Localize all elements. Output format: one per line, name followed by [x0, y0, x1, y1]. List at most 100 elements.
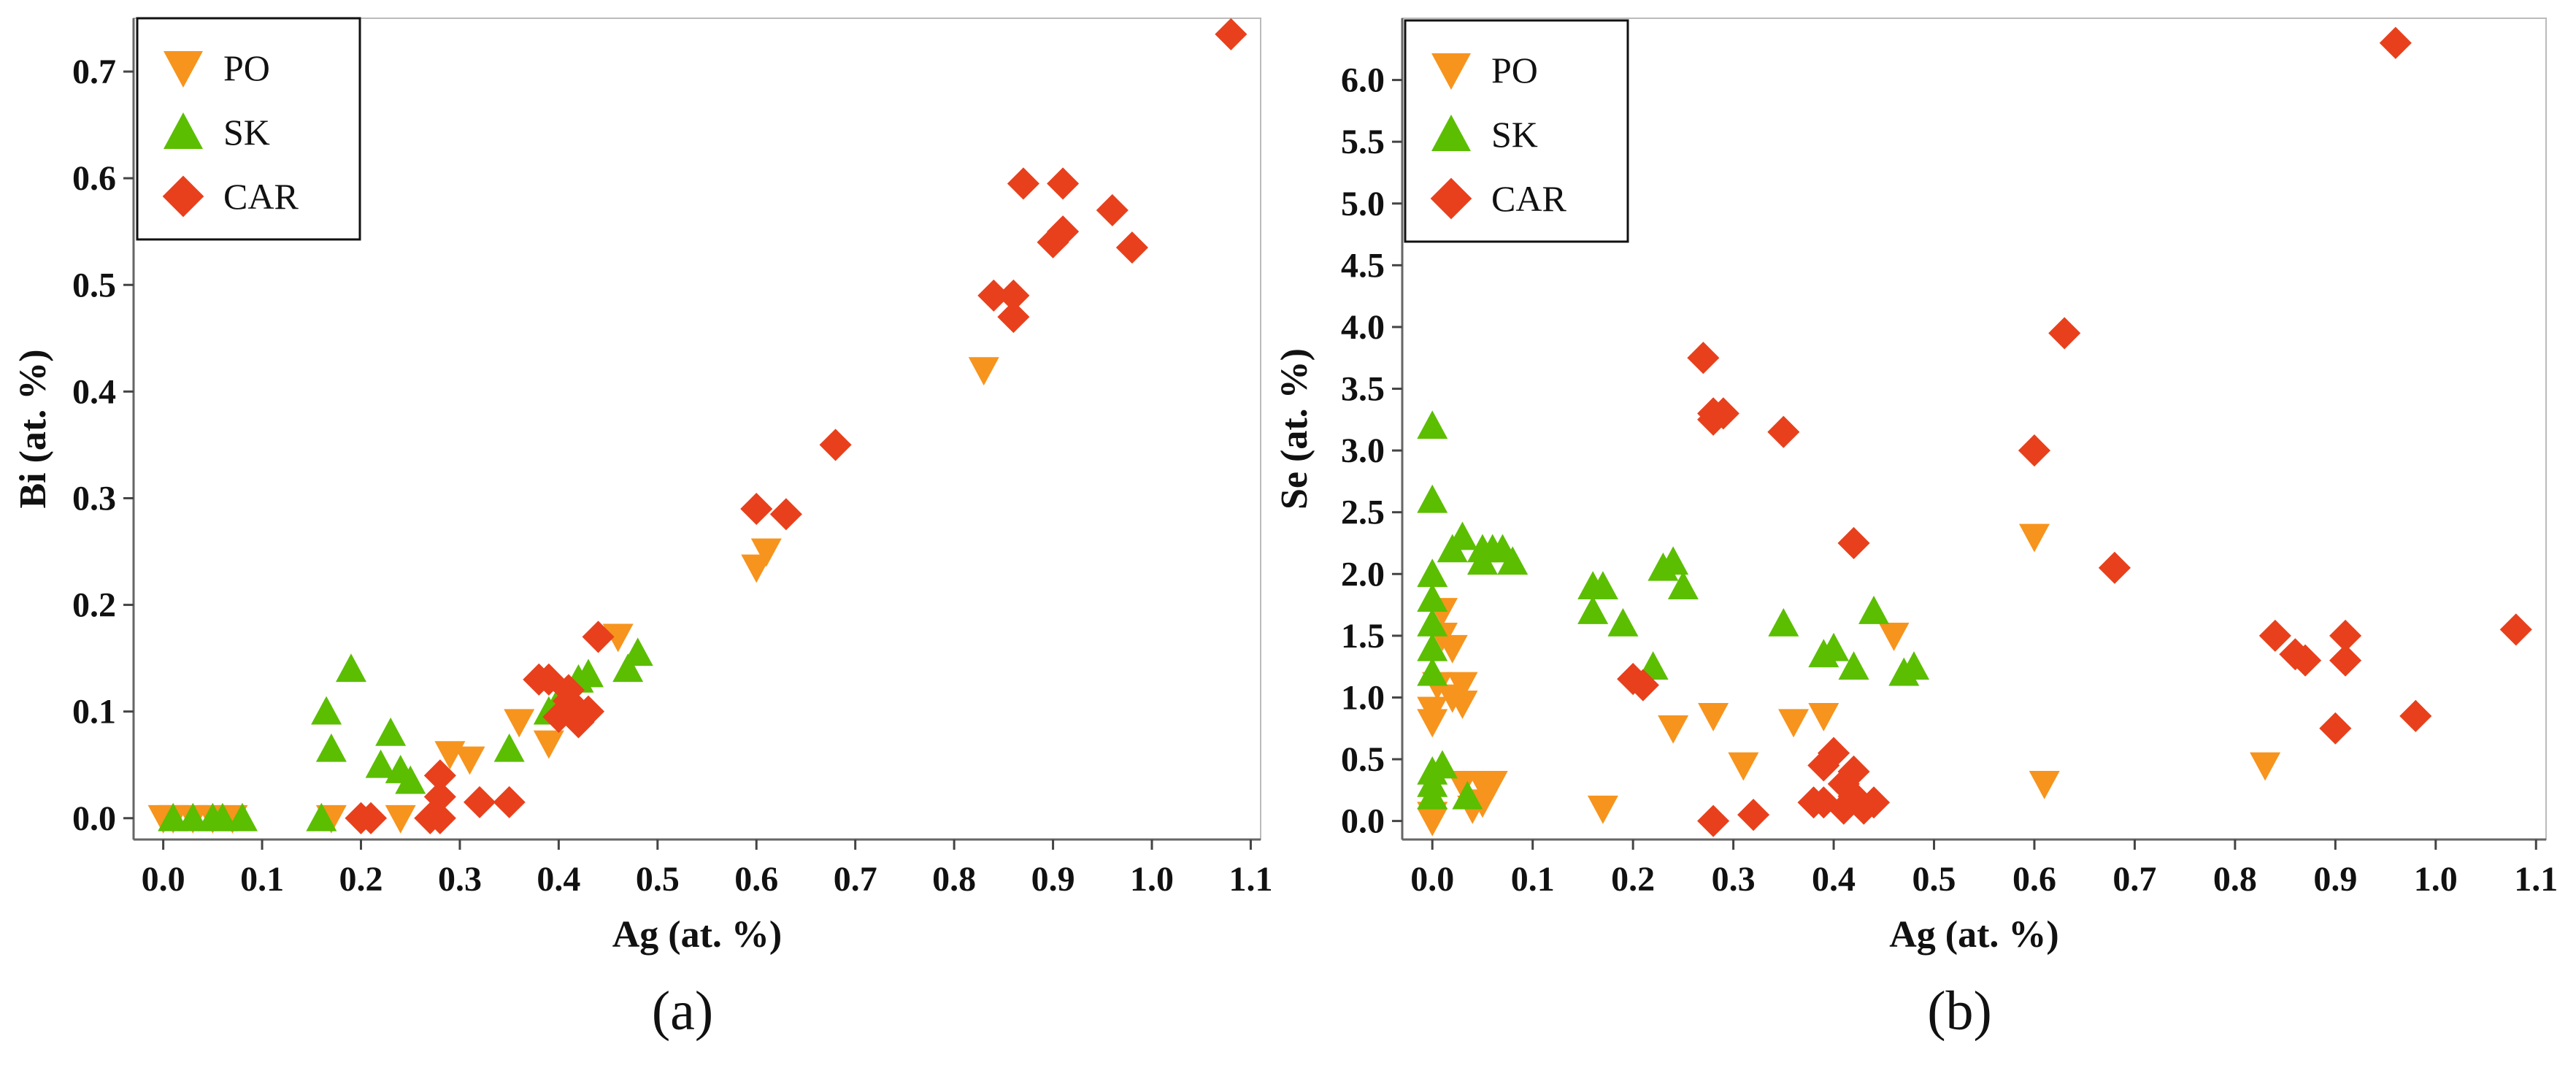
- data-point-car: [2499, 613, 2532, 646]
- x-tick-label: 0.6: [2012, 860, 2056, 899]
- data-point-car: [2289, 644, 2322, 677]
- data-point-car: [2258, 619, 2291, 652]
- series-car: [345, 18, 1247, 834]
- y-tick-label: 0.4: [72, 372, 116, 411]
- x-tick-label: 0.2: [339, 860, 383, 899]
- data-point-sk: [1417, 558, 1448, 588]
- data-point-sk: [311, 696, 342, 725]
- series-sk: [1417, 410, 1930, 810]
- y-tick-label: 0.0: [72, 799, 116, 838]
- legend-label-po: PO: [1491, 50, 1538, 91]
- series-po: [147, 357, 999, 834]
- data-point-po: [1587, 795, 1618, 824]
- x-axis-label: Ag (at. %): [1889, 914, 2059, 956]
- legend-marker-sk: [1431, 115, 1471, 151]
- data-point-car: [463, 785, 496, 818]
- data-point-car: [997, 279, 1030, 312]
- data-point-po: [385, 804, 416, 834]
- data-point-car: [997, 301, 1030, 334]
- data-point-sk: [335, 653, 366, 683]
- data-point-car: [1697, 804, 1730, 837]
- chart-panel-a: 0.0 0.1 0.2 0.3 0.4 0.5 0.6 0.7 0.8 0.9 1.0 1.1 0.0 0…: [12, 17, 1272, 1042]
- data-point-car: [1687, 342, 1720, 374]
- x-axis-label: Ag (at. %): [612, 914, 783, 956]
- data-point-car: [355, 802, 388, 834]
- data-point-car: [2399, 699, 2432, 732]
- data-point-car: [423, 780, 456, 813]
- data-point-sk: [1768, 607, 1799, 637]
- y-tick-label: 0.0: [1341, 802, 1385, 841]
- chart-panel-b: 0.0 0.1 0.2 0.3 0.4 0.5 0.6 0.7 0.8 0.9 1.0 1.1 0.0 0…: [1274, 18, 2558, 1042]
- legend-marker-sk: [164, 112, 203, 149]
- legend-marker-car: [1430, 177, 1472, 220]
- x-tick-label: 0.7: [834, 860, 877, 899]
- data-point-car: [493, 785, 526, 818]
- data-point-car: [2329, 644, 2362, 677]
- data-point-car: [423, 759, 456, 792]
- x-tick-label: 0.1: [1511, 860, 1555, 899]
- x-tick-label: 0.5: [1912, 860, 1956, 899]
- data-point-car: [1857, 786, 1891, 819]
- data-point-car: [1617, 663, 1650, 696]
- data-point-sk: [1838, 651, 1869, 680]
- data-point-sk: [1607, 607, 1639, 637]
- data-point-sk: [1497, 546, 1529, 575]
- data-point-car: [2379, 26, 2412, 59]
- y-tick-label: 2.5: [1341, 493, 1385, 532]
- data-point-sk: [573, 658, 604, 688]
- data-point-po: [2250, 752, 2281, 781]
- data-point-car: [1115, 231, 1148, 264]
- data-point-sk: [1587, 571, 1618, 600]
- x-tick-label: 1.0: [1130, 860, 1174, 899]
- y-tick-label: 0.6: [72, 159, 116, 198]
- data-point-car: [2319, 712, 2352, 745]
- data-point-car: [1626, 669, 1659, 702]
- legend-label-sk: SK: [1491, 114, 1538, 155]
- y-tick-label: 6.0: [1341, 61, 1385, 100]
- data-point-po: [968, 357, 999, 386]
- legend-marker-po: [164, 51, 203, 88]
- data-point-po: [2018, 523, 2050, 553]
- y-tick-label: 3.5: [1341, 370, 1385, 409]
- data-point-sk: [1417, 632, 1448, 661]
- x-tick-label: 0.1: [240, 860, 284, 899]
- data-point-po: [1417, 696, 1448, 726]
- series-sk: [158, 637, 653, 831]
- legend-label-car: CAR: [1491, 178, 1566, 219]
- data-point-car: [2098, 551, 2131, 584]
- data-point-sk: [1858, 596, 1890, 624]
- x-tick-label: 0.4: [1812, 860, 1856, 899]
- data-point-sk: [177, 802, 209, 831]
- data-point-sk: [395, 765, 426, 794]
- panel-label: (a): [652, 980, 713, 1042]
- legend-marker-car: [162, 175, 204, 218]
- panel-label: (b): [1927, 980, 1992, 1042]
- data-point-car: [1818, 737, 1850, 769]
- y-tick-label: 0.5: [1341, 740, 1385, 779]
- data-point-po: [2029, 771, 2060, 799]
- y-tick-label: 0.1: [72, 693, 116, 731]
- data-point-car: [1807, 786, 1840, 819]
- data-point-po: [750, 538, 782, 567]
- y-axis-label: Bi (at. %): [12, 349, 54, 508]
- data-point-sk: [1417, 484, 1448, 513]
- data-point-sk: [158, 802, 189, 831]
- x-tick-label: 1.1: [1229, 860, 1272, 899]
- data-point-sk: [1899, 651, 1930, 680]
- data-point-sk: [1658, 546, 1689, 575]
- data-point-sk: [1447, 521, 1478, 550]
- data-point-car: [819, 429, 852, 461]
- data-point-sk: [226, 802, 258, 831]
- x-tick-label: 0.2: [1611, 860, 1655, 899]
- data-point-car: [1096, 193, 1129, 227]
- data-point-po: [533, 730, 564, 759]
- y-tick-label: 0.3: [72, 479, 116, 518]
- x-tick-label: 0.0: [142, 860, 185, 899]
- y-tick-label: 4.0: [1341, 308, 1385, 347]
- data-point-car: [423, 802, 456, 834]
- series-po: [1417, 523, 2281, 837]
- legend-label-po: PO: [223, 47, 270, 88]
- x-tick-label: 0.4: [537, 860, 580, 899]
- y-tick-label: 3.0: [1341, 431, 1385, 470]
